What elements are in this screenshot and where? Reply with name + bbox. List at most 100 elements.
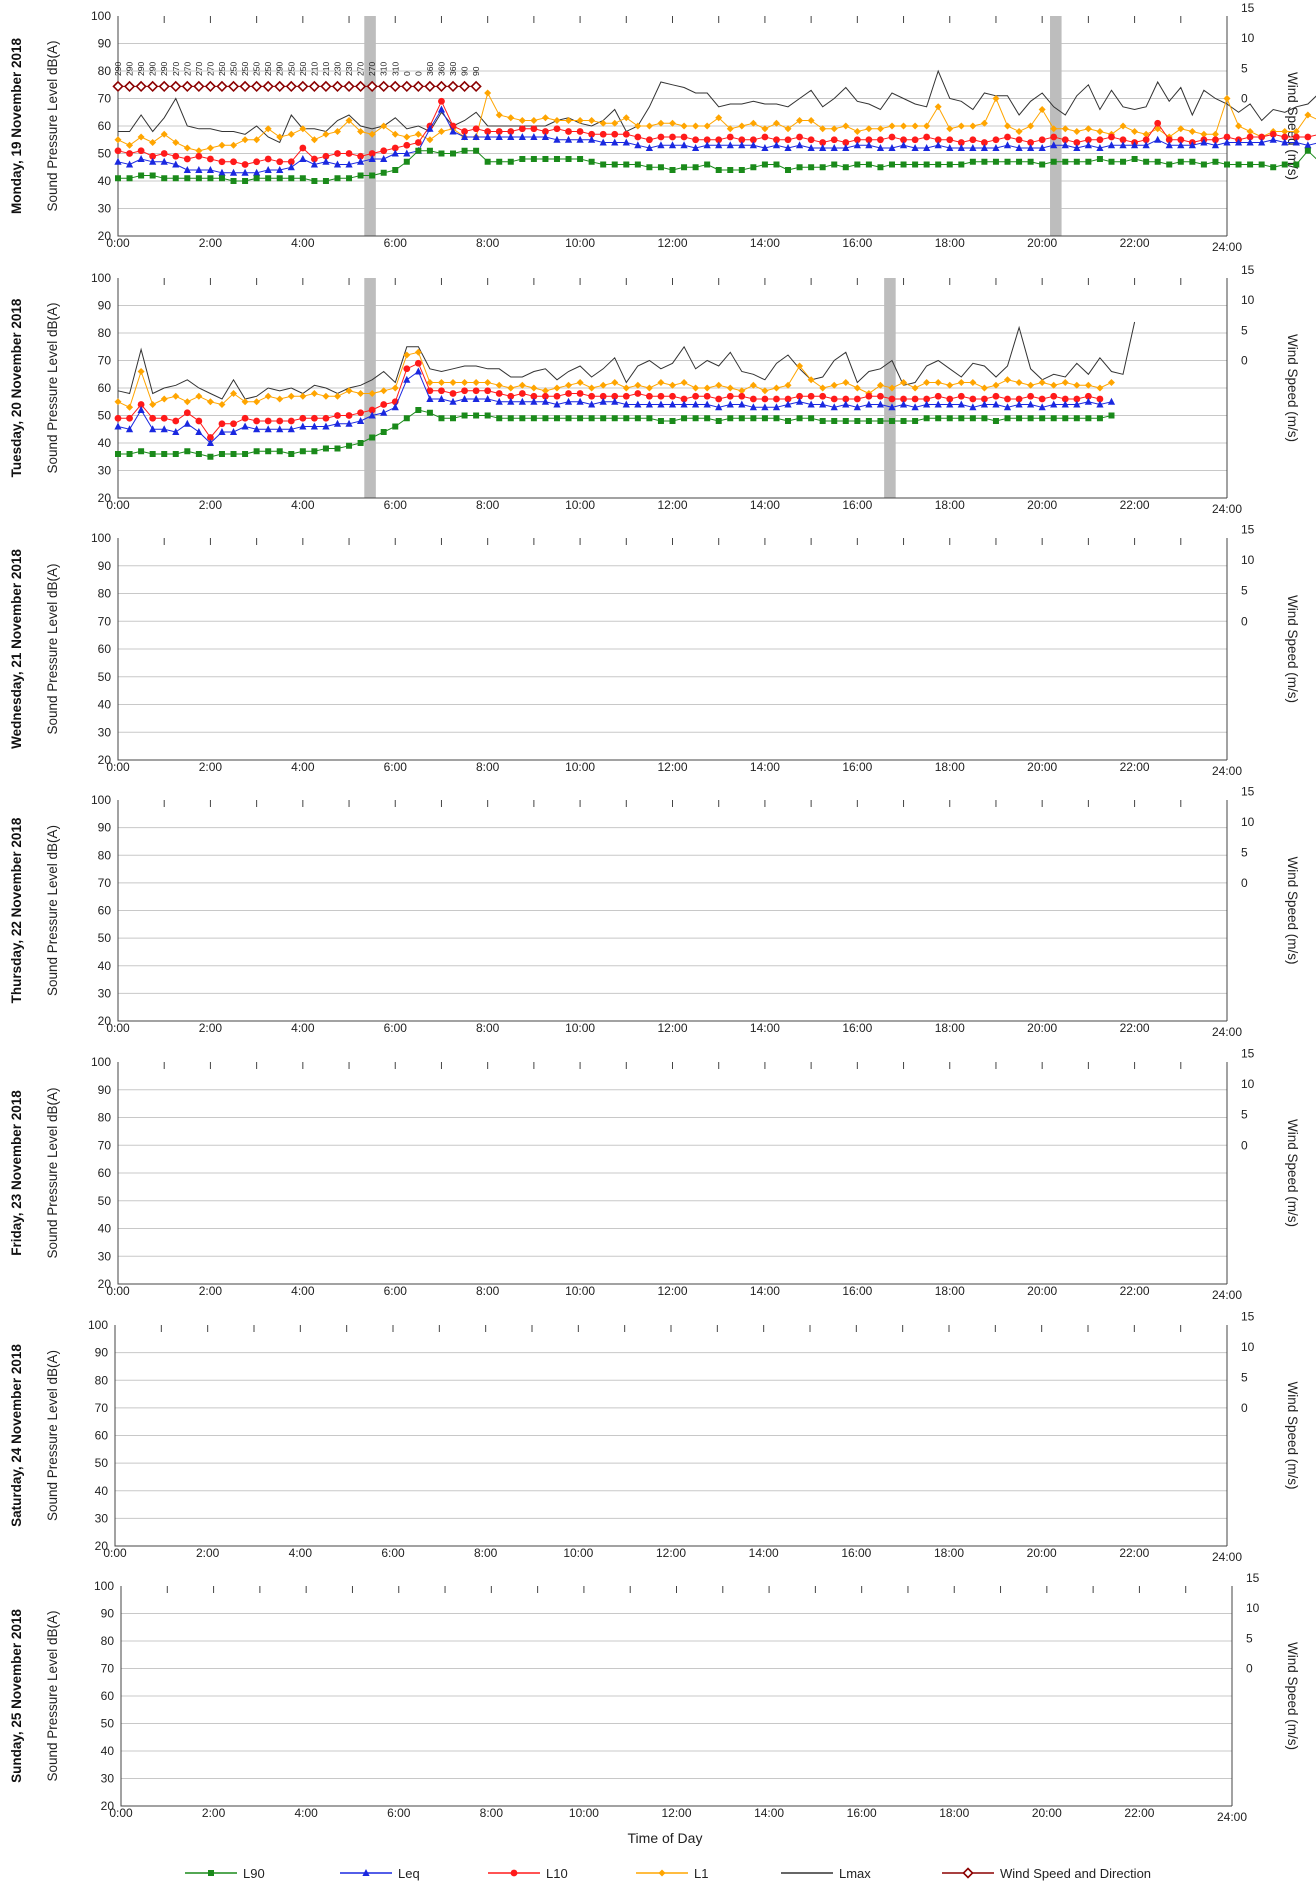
l1-point [623,114,630,121]
l90-point [265,448,271,454]
leq-point [288,163,295,170]
y-tick-label: 50 [98,931,112,945]
y-tick-label: 30 [98,986,112,1000]
wind-point [298,82,307,91]
l10-point [126,415,133,422]
wind-point [264,82,273,91]
l1-point [519,117,526,124]
wind-direction-label: 290 [125,62,135,76]
l90-point [1178,159,1184,165]
wind-direction-label: 250 [240,62,250,76]
leq-point [195,428,202,435]
x-tick-label: 18:00 [935,1284,965,1298]
l90-point [392,424,398,430]
wind-direction-label: 230 [332,62,342,76]
l10-point [219,158,226,165]
l10-point [831,136,838,143]
l90-point [646,164,652,170]
wind-point [252,82,261,91]
x-tick-label: 24:00 [1212,1025,1242,1039]
wind-direction-label: 290 [113,62,123,76]
l10-point [1004,134,1011,141]
x-tick-label: 6:00 [384,236,408,250]
l90-point [877,164,883,170]
x-tick-label: 0:00 [106,1284,130,1298]
y-tick-label: 90 [101,1607,115,1621]
l10-point [727,134,734,141]
l90-point [993,418,999,424]
y-tick-label: 70 [98,876,112,890]
y-tick-label: 30 [101,1772,115,1786]
leq-point [299,155,306,162]
y-tick-label: 60 [98,1166,112,1180]
l90-point [1074,415,1080,421]
y-tick-label: 30 [98,1249,112,1263]
l90-point [1236,162,1242,168]
y-tick-label: 60 [98,119,112,133]
l90-point [358,440,364,446]
l90-point [369,435,375,441]
l1-point [276,396,283,403]
l1-point [450,379,457,386]
y-tick-label: 50 [98,670,112,684]
l90-point [196,175,202,181]
y2-tick-label: 15 [1246,1571,1260,1585]
l90-point [658,418,664,424]
l90-point [392,167,398,173]
x-tick-label: 18:00 [935,1021,965,1035]
l10-point [796,134,803,141]
l10-point [958,393,965,400]
l90-point [334,446,340,452]
x-tick-label: 8:00 [476,498,500,512]
leq-point [357,417,364,424]
x-tick-label: 4:00 [294,1806,318,1820]
l1-point [311,390,318,397]
x-axis-title: Time of Day [628,1830,703,1846]
leq-point [241,423,248,430]
l90-point [600,162,606,168]
l90-point [334,175,340,181]
x-tick-label: 16:00 [841,1546,871,1560]
l10-point [207,156,214,163]
l10-point [785,136,792,143]
l10-point [450,390,457,397]
l1-point [553,117,560,124]
x-tick-label: 6:00 [387,1806,411,1820]
wind-point [194,82,203,91]
leq-point [715,141,722,148]
wind-direction-label: 250 [229,62,239,76]
y-tick-label: 80 [98,1111,112,1125]
wind-point [171,82,180,91]
wind-point [333,82,342,91]
wind-direction-label: 0 [413,71,423,76]
wind-point [275,82,284,91]
x-tick-label: 12:00 [657,760,687,774]
x-tick-label: 14:00 [749,1546,779,1560]
l90-point [716,418,722,424]
x-tick-label: 0:00 [106,1021,130,1035]
l90-point [866,418,872,424]
l90-point [1132,156,1138,162]
wind-point [183,82,192,91]
l10-point [438,98,445,105]
l1-point [692,385,699,392]
l10-point [161,150,168,157]
l10-point [623,393,630,400]
l90-point [1120,159,1126,165]
l90-point [843,418,849,424]
l90-point [1005,415,1011,421]
legend-marker-wind [964,1869,973,1878]
x-tick-label: 4:00 [291,1284,315,1298]
l90-point [184,448,190,454]
y-tick-label: 30 [98,725,112,739]
l1-point [392,385,399,392]
x-tick-label: 18:00 [935,760,965,774]
l90-point [750,415,756,421]
l10-point [288,418,295,425]
wind-point [148,82,157,91]
x-tick-label: 6:00 [384,498,408,512]
l10-point [219,420,226,427]
l10-point [692,393,699,400]
